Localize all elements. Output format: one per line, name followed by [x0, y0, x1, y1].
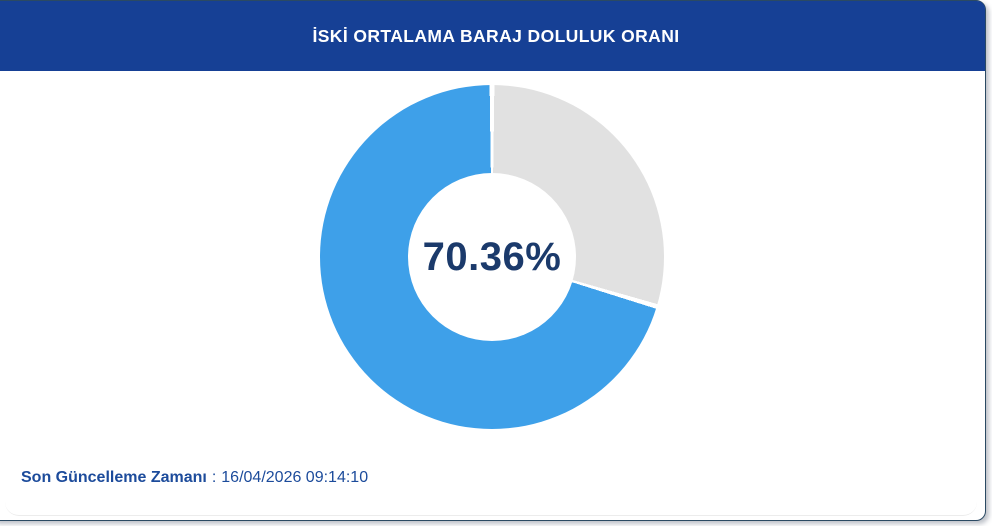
- donut-center-value: 70.36%: [422, 234, 562, 279]
- last-update-separator: :: [211, 469, 217, 486]
- last-update-label: Son Güncelleme Zamanı: [21, 469, 207, 486]
- donut-chart: 70.36%: [320, 85, 664, 429]
- last-update-value: 16/04/2026 09:14:10: [221, 469, 369, 486]
- content-panel: [5, 71, 977, 516]
- donut-hole: 70.36%: [408, 173, 576, 341]
- chart-title: İSKİ ORTALAMA BARAJ DOLULUK ORANI: [312, 25, 680, 46]
- card-header: İSKİ ORTALAMA BARAJ DOLULUK ORANI: [0, 1, 985, 71]
- last-update: Son Güncelleme Zamanı:16/04/2026 09:14:1…: [21, 469, 368, 487]
